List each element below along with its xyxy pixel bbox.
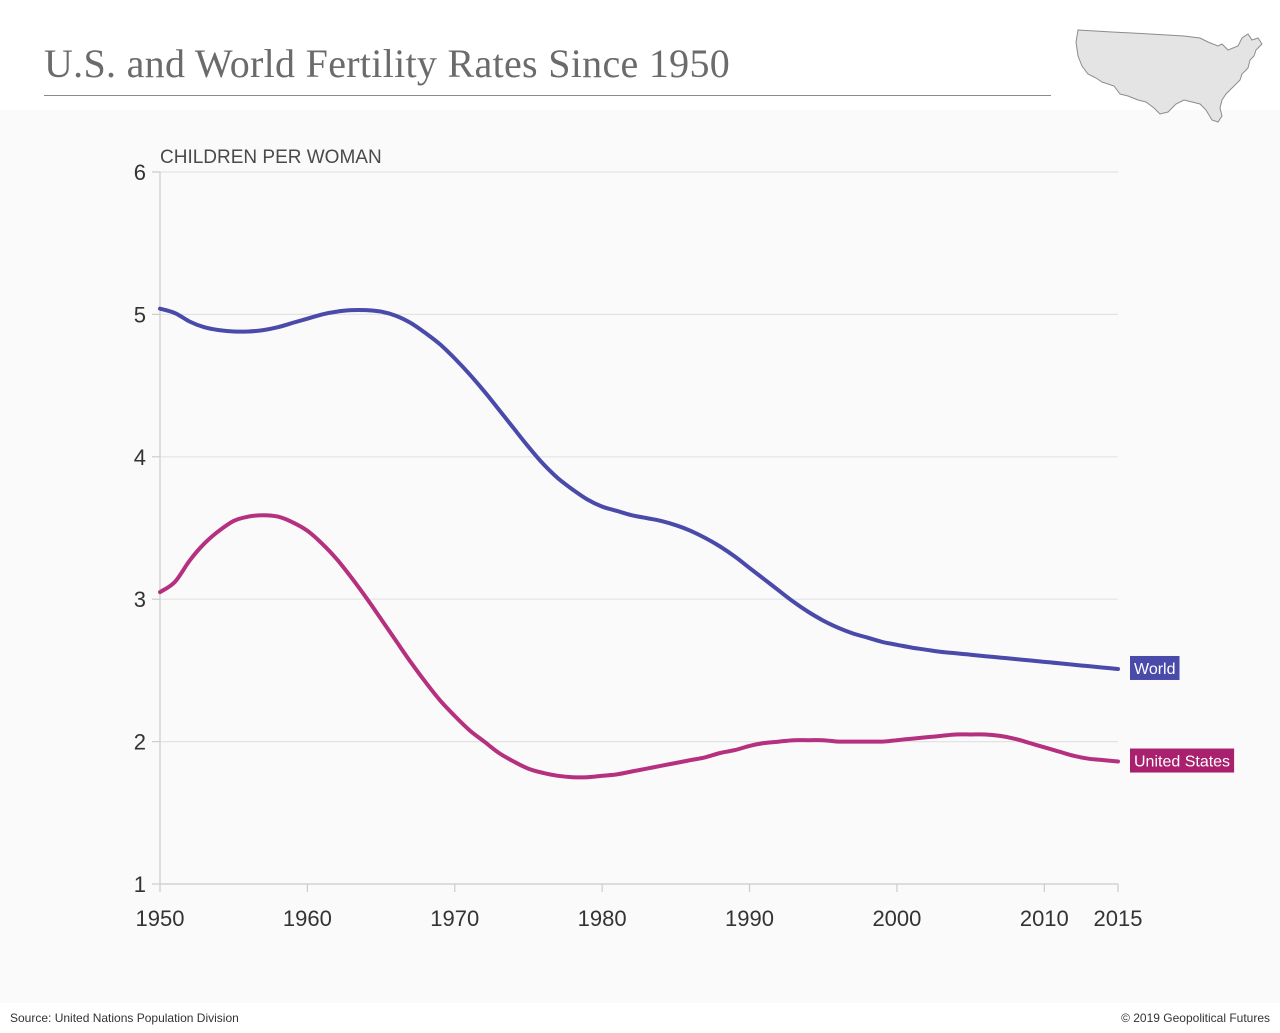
page-title: U.S. and World Fertility Rates Since 195…	[44, 41, 731, 86]
x-tick-label: 1990	[725, 906, 774, 931]
x-tick-label: 1980	[578, 906, 627, 931]
x-tick-label: 1970	[430, 906, 479, 931]
title-divider	[44, 95, 1051, 96]
x-tick-label: 1960	[283, 906, 332, 931]
series-label-text: United States	[1134, 754, 1230, 771]
series-lines	[158, 306, 1120, 780]
y-tick-label: 2	[134, 730, 146, 755]
y-tick-label: 3	[134, 587, 146, 612]
tick-labels: 1 2 3 4 5 6 1950 1960 1970 1980 1990 2000 2010 2015	[134, 160, 1143, 931]
y-tick-label: 6	[134, 160, 146, 185]
series-label-text: World	[1134, 661, 1176, 678]
copyright-note: © 2019 Geopolitical Futures	[1121, 1011, 1270, 1025]
series-label-bg	[1130, 655, 1180, 680]
plot-panel	[0, 110, 1280, 1003]
y-axis-title: CHILDREN PER WOMAN	[160, 147, 382, 168]
series-label-world: World	[1130, 655, 1180, 680]
axes	[152, 171, 1119, 892]
y-tick-label: 4	[134, 445, 146, 470]
x-tick-label: 2000	[872, 906, 921, 931]
y-tick-label: 1	[134, 872, 146, 897]
source-note: Source: United Nations Population Divisi…	[10, 1011, 239, 1025]
x-tick-label: 1950	[136, 906, 185, 931]
series-line-world	[158, 306, 1120, 671]
series-line-united-states	[158, 513, 1120, 780]
series-label-united-states: United States	[1130, 748, 1235, 773]
series-label-bg	[1130, 748, 1235, 773]
series-labels: World United States	[1130, 655, 1235, 773]
y-tick-label: 5	[134, 302, 146, 327]
fertility-line-chart: 1 2 3 4 5 6 1950 1960 1970 1980 1990 2000 2010 2015 C…	[134, 147, 1235, 931]
x-tick-label: 2015	[1094, 906, 1143, 931]
usa-map-icon	[1075, 29, 1263, 123]
x-tick-label: 2010	[1020, 906, 1069, 931]
